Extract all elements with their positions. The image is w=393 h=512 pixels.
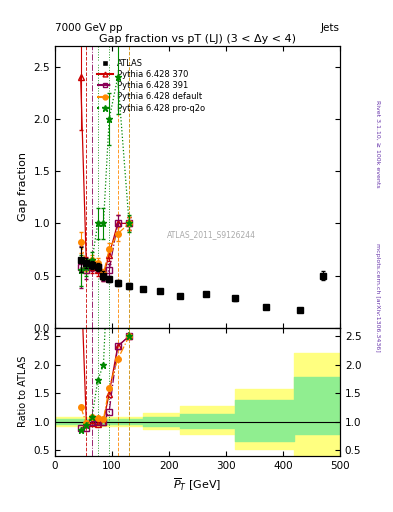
Line: Pythia 6.428 pro-q2o: Pythia 6.428 pro-q2o bbox=[77, 74, 132, 274]
Text: 7000 GeV pp: 7000 GeV pp bbox=[55, 23, 123, 33]
Pythia 6.428 default bbox=[90, 257, 94, 263]
Line: Pythia 6.428 370: Pythia 6.428 370 bbox=[78, 75, 132, 279]
Pythia 6.428 pro-q2o bbox=[101, 220, 106, 226]
Pythia 6.428 370 bbox=[116, 220, 120, 226]
Pythia 6.428 370 bbox=[101, 272, 106, 279]
Line: Pythia 6.428 391: Pythia 6.428 391 bbox=[78, 221, 132, 279]
Pythia 6.428 default bbox=[107, 246, 112, 252]
Pythia 6.428 pro-q2o bbox=[90, 257, 94, 263]
Y-axis label: Ratio to ATLAS: Ratio to ATLAS bbox=[18, 356, 28, 428]
Pythia 6.428 370 bbox=[78, 74, 83, 80]
Pythia 6.428 pro-q2o bbox=[84, 264, 89, 270]
Pythia 6.428 default bbox=[95, 260, 100, 266]
Pythia 6.428 pro-q2o bbox=[127, 220, 132, 226]
Pythia 6.428 391 bbox=[95, 264, 100, 270]
Pythia 6.428 pro-q2o bbox=[78, 267, 83, 273]
Text: Jets: Jets bbox=[321, 23, 340, 33]
Text: Rivet 3.1.10, ≥ 100k events: Rivet 3.1.10, ≥ 100k events bbox=[375, 99, 380, 187]
Y-axis label: Gap fraction: Gap fraction bbox=[18, 153, 28, 221]
Pythia 6.428 391 bbox=[127, 220, 132, 226]
Pythia 6.428 391 bbox=[84, 267, 89, 273]
Pythia 6.428 370 bbox=[127, 220, 132, 226]
Pythia 6.428 391 bbox=[101, 272, 106, 279]
Pythia 6.428 391 bbox=[116, 220, 120, 226]
Pythia 6.428 default bbox=[101, 270, 106, 276]
Pythia 6.428 default bbox=[127, 220, 132, 226]
Pythia 6.428 370 bbox=[95, 267, 100, 273]
Pythia 6.428 default bbox=[78, 239, 83, 245]
Legend: ATLAS, Pythia 6.428 370, Pythia 6.428 391, Pythia 6.428 default, Pythia 6.428 pr: ATLAS, Pythia 6.428 370, Pythia 6.428 39… bbox=[94, 56, 208, 116]
X-axis label: $\overline{P}_T$ [GeV]: $\overline{P}_T$ [GeV] bbox=[173, 476, 222, 493]
Pythia 6.428 391 bbox=[78, 264, 83, 270]
Pythia 6.428 391 bbox=[107, 267, 112, 273]
Pythia 6.428 370 bbox=[84, 262, 89, 268]
Pythia 6.428 370 bbox=[90, 264, 94, 270]
Pythia 6.428 pro-q2o bbox=[116, 74, 120, 80]
Pythia 6.428 pro-q2o bbox=[107, 116, 112, 122]
Title: Gap fraction vs pT (LJ) (3 < Δy < 4): Gap fraction vs pT (LJ) (3 < Δy < 4) bbox=[99, 34, 296, 44]
Pythia 6.428 391 bbox=[90, 262, 94, 268]
Text: mcplots.cern.ch [arXiv:1306.3436]: mcplots.cern.ch [arXiv:1306.3436] bbox=[375, 243, 380, 351]
Pythia 6.428 default bbox=[116, 231, 120, 237]
Pythia 6.428 pro-q2o bbox=[95, 220, 100, 226]
Pythia 6.428 370 bbox=[107, 251, 112, 258]
Text: ATLAS_2011_S9126244: ATLAS_2011_S9126244 bbox=[167, 230, 256, 239]
Pythia 6.428 default bbox=[84, 262, 89, 268]
Line: Pythia 6.428 default: Pythia 6.428 default bbox=[78, 221, 132, 276]
